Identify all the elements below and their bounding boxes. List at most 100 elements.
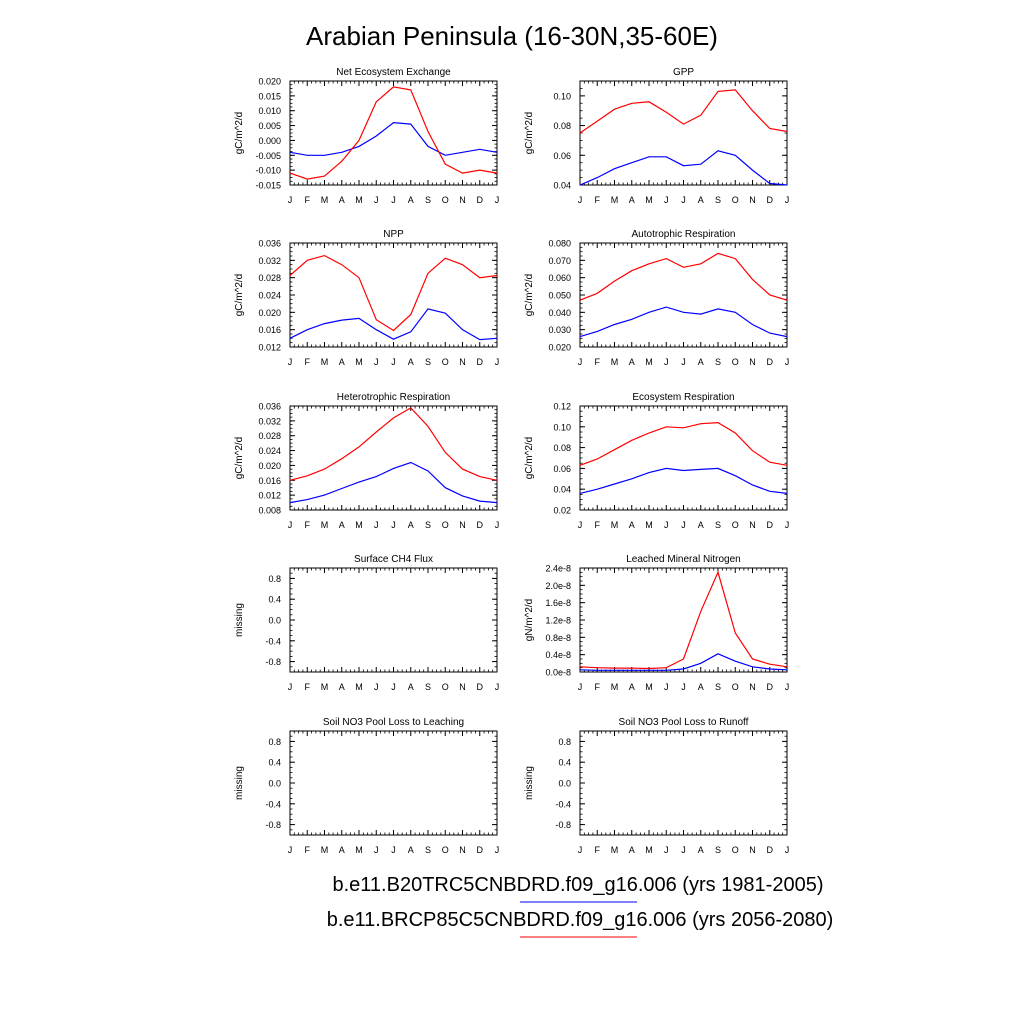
- y-tick-label: 0.030: [548, 325, 571, 335]
- y-tick-label: 0.024: [258, 291, 281, 301]
- series-line: [579, 306, 788, 338]
- y-tick-label: 0.028: [258, 273, 281, 283]
- x-tick-label: F: [305, 845, 311, 855]
- x-tick-label: A: [408, 357, 414, 367]
- x-tick-label: J: [495, 845, 500, 855]
- x-tick-label: J: [578, 520, 583, 530]
- series-line: [289, 461, 498, 504]
- y-tick-label: 0.000: [258, 136, 281, 146]
- panel-title: Heterotrophic Respiration: [337, 392, 450, 403]
- x-tick-label: J: [578, 357, 583, 367]
- y-tick-label: 0.0: [268, 779, 281, 789]
- x-tick-label: J: [664, 357, 669, 367]
- x-tick-label: A: [629, 195, 635, 205]
- y-axis-label: missing: [524, 766, 535, 800]
- y-tick-label: 0.8: [558, 737, 571, 747]
- x-tick-label: M: [645, 845, 653, 855]
- y-tick-label: 0.016: [258, 476, 281, 486]
- x-tick-label: A: [408, 520, 414, 530]
- x-tick-label: J: [681, 195, 686, 205]
- x-tick-label: J: [664, 520, 669, 530]
- x-tick-label: A: [339, 195, 345, 205]
- y-tick-label: 0.06: [553, 151, 571, 161]
- x-tick-label: N: [459, 357, 466, 367]
- y-tick-label: 0.12: [553, 402, 571, 412]
- x-tick-label: S: [425, 195, 431, 205]
- plot-frame: [289, 567, 498, 673]
- x-tick-label: D: [767, 195, 774, 205]
- plot-frame: [289, 405, 498, 511]
- x-tick-label: J: [578, 682, 583, 692]
- x-tick-label: M: [611, 195, 619, 205]
- x-tick-label: D: [767, 682, 774, 692]
- x-tick-label: J: [391, 682, 396, 692]
- x-tick-label: M: [355, 845, 363, 855]
- x-tick-label: M: [355, 520, 363, 530]
- x-tick-label: M: [355, 357, 363, 367]
- panel-title: Soil NO3 Pool Loss to Runoff: [619, 717, 749, 728]
- plot-frame: [579, 567, 788, 673]
- x-tick-label: N: [749, 195, 756, 205]
- x-tick-label: M: [645, 357, 653, 367]
- legend-label-future: b.e11.BRCP85C5CNBDRD.f09_g16.006 (yrs 20…: [327, 909, 834, 931]
- x-tick-label: M: [611, 520, 619, 530]
- x-tick-label: O: [732, 357, 739, 367]
- x-tick-label: J: [495, 195, 500, 205]
- y-tick-label: -0.8: [555, 820, 571, 830]
- x-tick-label: S: [715, 195, 721, 205]
- y-axis-label: gN/m^2/d: [524, 599, 535, 642]
- plot-frame: [289, 730, 498, 836]
- y-axis-label: gC/m^2/d: [234, 112, 245, 155]
- y-tick-label: 0.4: [268, 758, 281, 768]
- y-tick-label: 0.040: [548, 308, 571, 318]
- plot-frame: [289, 80, 498, 186]
- series-line: [579, 89, 788, 134]
- x-tick-label: O: [732, 195, 739, 205]
- x-tick-label: N: [459, 195, 466, 205]
- x-tick-label: D: [477, 520, 484, 530]
- x-tick-label: M: [611, 682, 619, 692]
- y-tick-label: -0.8: [265, 657, 281, 667]
- x-tick-label: J: [288, 195, 293, 205]
- y-tick-label: 0.04: [553, 181, 571, 191]
- x-tick-label: A: [339, 520, 345, 530]
- y-tick-label: 0.02: [553, 506, 571, 516]
- series-line: [579, 570, 788, 670]
- x-tick-label: O: [442, 195, 449, 205]
- x-tick-label: J: [374, 520, 379, 530]
- x-tick-label: N: [459, 682, 466, 692]
- y-tick-label: 0.008: [258, 506, 281, 516]
- panel-title: Surface CH4 Flux: [354, 554, 433, 565]
- x-tick-label: S: [425, 682, 431, 692]
- x-tick-label: J: [664, 845, 669, 855]
- x-tick-label: J: [288, 845, 293, 855]
- x-tick-label: A: [698, 357, 704, 367]
- x-tick-label: S: [425, 845, 431, 855]
- series-line: [579, 252, 788, 301]
- y-tick-label: -0.4: [555, 799, 571, 809]
- y-tick-label: 0.4e-8: [545, 650, 571, 660]
- x-tick-label: O: [732, 520, 739, 530]
- y-tick-label: 1.6e-8: [545, 598, 571, 608]
- x-tick-label: M: [321, 682, 329, 692]
- x-tick-label: A: [698, 845, 704, 855]
- y-axis-label: gC/m^2/d: [234, 274, 245, 317]
- x-tick-label: J: [495, 520, 500, 530]
- y-tick-label: 0.8e-8: [545, 633, 571, 643]
- y-tick-label: 0.08: [553, 121, 571, 131]
- y-tick-label: 0.036: [258, 239, 281, 249]
- y-tick-label: 0.020: [258, 461, 281, 471]
- y-tick-label: 0.10: [553, 422, 571, 432]
- y-tick-label: 0.070: [548, 256, 571, 266]
- x-tick-label: J: [391, 357, 396, 367]
- series-line: [289, 121, 498, 156]
- x-tick-label: F: [595, 845, 601, 855]
- x-tick-label: A: [698, 682, 704, 692]
